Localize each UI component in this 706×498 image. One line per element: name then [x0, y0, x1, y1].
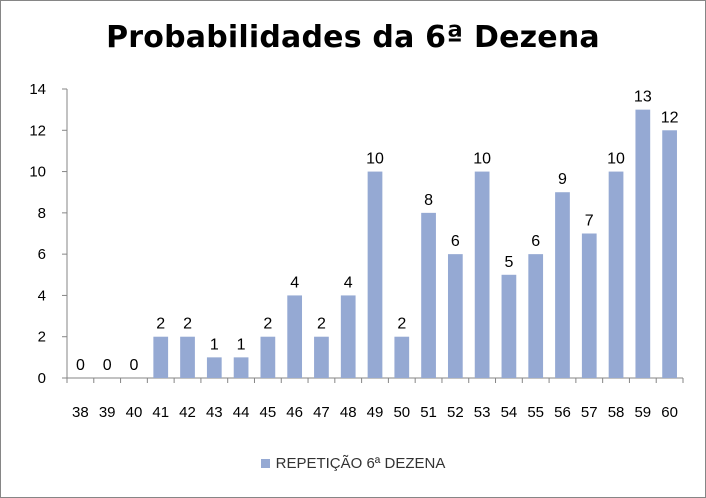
bar: [233, 357, 249, 378]
x-tick-label: 57: [581, 404, 598, 421]
y-tick-label: 8: [38, 205, 46, 222]
bar: [555, 192, 570, 378]
bar: [635, 109, 651, 379]
chart-legend: REPETIÇÃO 6ª DEZENA: [0, 455, 706, 472]
bar: [367, 171, 383, 378]
bar: [206, 357, 222, 378]
x-tick-label: 46: [286, 404, 303, 421]
legend-label: REPETIÇÃO 6ª DEZENA: [275, 455, 446, 472]
data-label: 6: [451, 233, 460, 250]
legend-swatch: [260, 459, 270, 468]
bar: [608, 171, 624, 378]
x-tick-label: 60: [661, 404, 678, 421]
x-tick-label: 52: [447, 404, 464, 421]
x-tick-label: 39: [99, 404, 116, 421]
x-tick-label: 48: [340, 404, 357, 421]
bar: [421, 212, 436, 378]
data-label: 2: [397, 316, 406, 333]
data-label: 0: [130, 357, 139, 374]
data-label: 7: [585, 213, 594, 230]
x-tick-label: 49: [367, 404, 384, 421]
data-label: 2: [183, 316, 192, 333]
bar: [662, 130, 677, 378]
x-tick-label: 59: [634, 404, 651, 421]
bar: [394, 336, 410, 378]
data-label: 10: [607, 151, 625, 168]
x-tick-label: 53: [474, 404, 491, 421]
data-label: 9: [558, 171, 567, 188]
bar: [474, 171, 490, 378]
data-label: 10: [473, 151, 491, 168]
x-tick-label: 43: [206, 404, 223, 421]
y-tick-label: 6: [38, 246, 46, 263]
data-label: 2: [263, 316, 272, 333]
bar: [447, 254, 463, 378]
x-tick-label: 41: [152, 404, 169, 421]
data-label: 1: [210, 336, 219, 353]
data-label: 4: [290, 274, 299, 291]
data-label: 2: [156, 316, 165, 333]
bar: [287, 295, 303, 378]
x-tick-label: 56: [554, 404, 571, 421]
x-tick-label: 58: [608, 404, 625, 421]
x-tick-label: 38: [72, 404, 89, 421]
y-tick-label: 12: [29, 122, 46, 139]
bar: [340, 295, 356, 378]
data-label: 5: [504, 254, 513, 271]
bar: [581, 233, 597, 378]
data-label: 0: [76, 357, 85, 374]
x-tick-label: 54: [501, 404, 518, 421]
y-tick-label: 10: [29, 164, 46, 181]
x-tick-label: 42: [179, 404, 196, 421]
x-tick-label: 40: [126, 404, 143, 421]
x-tick-label: 50: [393, 404, 410, 421]
bar: [153, 336, 169, 378]
data-label: 13: [634, 89, 652, 106]
bar: [501, 274, 517, 378]
bar: [528, 254, 544, 378]
data-label: 12: [661, 109, 679, 126]
x-tick-label: 44: [233, 404, 250, 421]
data-label: 6: [531, 233, 540, 250]
x-tick-label: 45: [260, 404, 277, 421]
bar: [180, 336, 195, 378]
y-tick-label: 14: [29, 81, 46, 98]
x-tick-label: 55: [527, 404, 544, 421]
data-label: 10: [366, 151, 384, 168]
x-tick-label: 47: [313, 404, 330, 421]
y-tick-label: 0: [38, 370, 46, 387]
data-label: 1: [237, 336, 246, 353]
y-tick-label: 2: [38, 329, 46, 346]
data-label: 0: [103, 357, 112, 374]
bar: [314, 336, 329, 378]
data-label: 8: [424, 192, 433, 209]
x-tick-label: 51: [420, 404, 437, 421]
data-label: 2: [317, 316, 326, 333]
chart-title: Probabilidades da 6ª Dezena: [106, 20, 600, 55]
y-tick-label: 4: [38, 287, 46, 304]
data-label: 4: [344, 274, 353, 291]
bar: [260, 336, 276, 378]
